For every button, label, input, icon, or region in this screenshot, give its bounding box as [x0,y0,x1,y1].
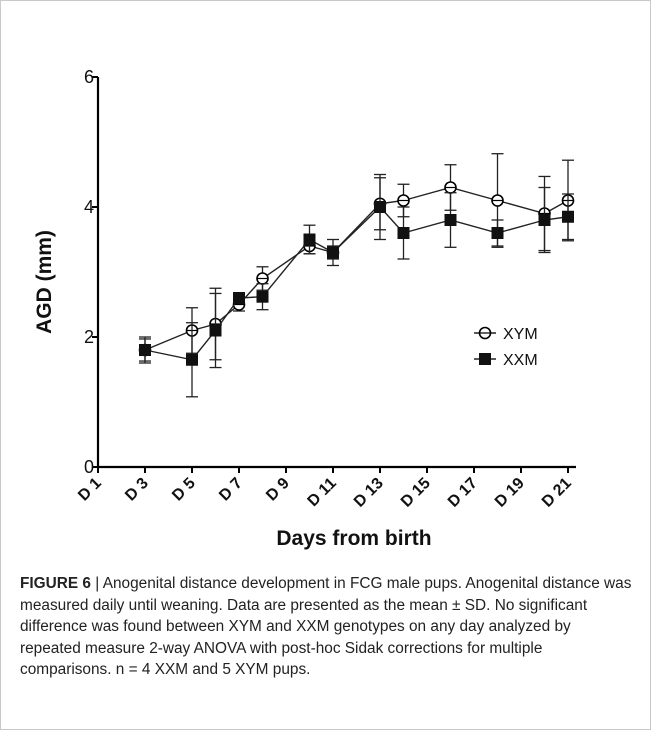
xxm-marker [444,214,457,226]
xxm-marker [303,233,316,246]
xxm-marker [186,353,198,366]
legend-label-xxm: XXM [503,352,538,369]
x-tick-label: D 7 [216,475,246,505]
x-tick-label: D 5 [169,475,199,505]
x-tick-label: D 11 [305,475,340,510]
xxm-marker [491,227,504,239]
caption-separator: | [90,575,103,592]
xxm-marker [562,210,574,223]
y-tick-label: 0 [84,457,94,477]
x-tick-label: D 1 [75,475,105,505]
chart-axes: 0 2 4 6 D 1 D 3 D 5 D 7 D 9 D 11 D 13 D 15 D 17 D 19 D… [33,67,576,550]
series-xxm [139,173,574,398]
xxm-marker [233,292,245,304]
xxm-marker [538,214,551,226]
y-tick-label: 2 [84,327,94,347]
agd-line-chart: 0 2 4 6 D 1 D 3 D 5 D 7 D 9 D 11 D 13 D 15 D 17 D 19 D… [33,67,576,550]
x-tick-label: D 13 [351,475,387,511]
x-tick-label: D 21 [539,475,575,511]
x-tick-label: D 17 [445,475,481,511]
chart-series [138,153,575,398]
figure-caption: FIGURE 6 | Anogenital distance developme… [20,573,635,681]
legend-label-xym: XYM [503,326,538,343]
y-tick-label: 4 [84,197,94,217]
figure-label: FIGURE 6 [20,575,91,592]
xxm-marker [397,227,410,239]
xxm-marker [139,344,151,356]
y-axis-title: AGD (mm) [33,230,56,334]
y-tick-label: 6 [84,67,94,87]
x-axis-title: Days from birth [276,527,431,550]
x-tick-label: D 15 [398,475,434,511]
xxm-marker [209,324,222,337]
xxm-marker [479,353,491,365]
chart-legend: XYM XXM [474,326,538,369]
caption-text: Anogenital distance development in FCG m… [20,575,632,678]
x-tick-label: D 9 [263,475,293,505]
x-tick-label: D 3 [122,475,152,505]
xxm-marker [327,246,339,259]
x-tick-label: D 19 [492,475,528,511]
xxm-marker [374,201,386,213]
xxm-marker [256,290,269,303]
